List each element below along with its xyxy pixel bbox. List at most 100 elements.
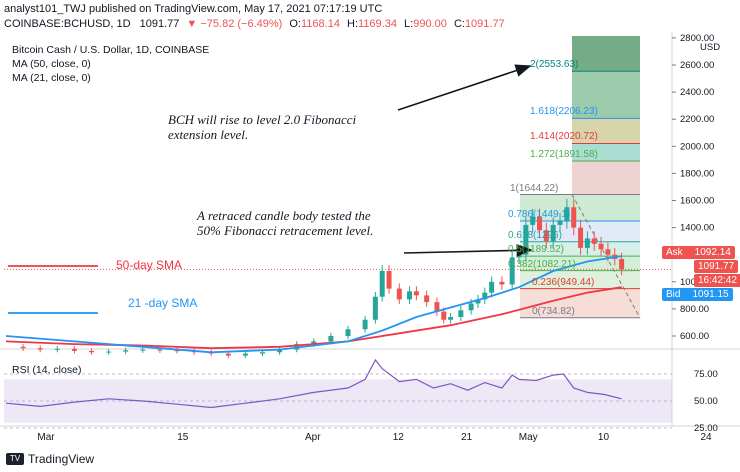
time-tick-label: 15 bbox=[177, 432, 189, 443]
candle-body bbox=[174, 350, 180, 352]
last-price: 1091.77 bbox=[139, 18, 180, 30]
price-tick-label: 2000.00 bbox=[680, 141, 714, 152]
candle-body bbox=[543, 230, 549, 242]
close-label: C: bbox=[453, 18, 465, 30]
candle-body bbox=[441, 311, 447, 320]
fib-level-label: 1.272(1891.58) bbox=[530, 148, 598, 160]
candle-body bbox=[396, 288, 402, 300]
ask-value: 1092.14 bbox=[694, 247, 731, 258]
price-tick-label: 1400.00 bbox=[680, 223, 714, 234]
candle-body bbox=[468, 303, 474, 311]
candle-body bbox=[386, 270, 392, 289]
retrace-line2: 50% Fibonacci retracement level. bbox=[197, 223, 374, 238]
high-label: H: bbox=[347, 18, 359, 30]
footer: TV TradingView bbox=[0, 448, 740, 472]
fib-extension-line1: BCH will rise to level 2.0 Fibonacci bbox=[168, 112, 357, 127]
fib-level-label: 0.5(1189.52) bbox=[508, 244, 564, 256]
countdown-tag: 16:42:42 bbox=[694, 274, 740, 287]
candle-body bbox=[345, 329, 351, 336]
open-value: 1168.14 bbox=[301, 18, 340, 30]
candle-body bbox=[499, 281, 505, 285]
bid-tag: Bid 1091.15 bbox=[662, 288, 733, 301]
fib-level-label: 0(734.82) bbox=[532, 305, 575, 317]
candle-body bbox=[530, 216, 536, 225]
ohlc-line: COINBASE:BCHUSD, 1D 1091.77 ▼ −75.82 (−6… bbox=[4, 18, 505, 30]
candle-body bbox=[362, 319, 368, 330]
candle-body bbox=[598, 243, 604, 250]
candle-body bbox=[379, 270, 385, 297]
candle-body bbox=[475, 299, 481, 304]
candle-body bbox=[557, 220, 563, 225]
fib-level-label: 1.414(2020.72) bbox=[530, 131, 598, 143]
close-value: 1091.77 bbox=[464, 18, 505, 30]
candle-body bbox=[550, 224, 556, 242]
fib-level-label: 0.786(1449.1) bbox=[508, 208, 571, 220]
price-tick-label: 600.00 bbox=[680, 331, 709, 342]
price-tick-label: 1600.00 bbox=[680, 196, 714, 207]
low-label: L: bbox=[404, 18, 414, 30]
bid-label: Bid bbox=[666, 289, 681, 300]
symbol-label: COINBASE:BCHUSD, 1D bbox=[4, 18, 131, 30]
candle-body bbox=[458, 310, 464, 318]
rsi-tick-label: 50.00 bbox=[694, 396, 718, 407]
fib-zone bbox=[520, 270, 640, 289]
fib-level-label: 2(2553.63) bbox=[530, 59, 579, 71]
fib-extension-annotation: BCH will rise to level 2.0 Fibonacci ext… bbox=[168, 112, 356, 142]
candle-body bbox=[448, 317, 454, 320]
candle-body bbox=[413, 291, 419, 296]
sma21-label: 21 -day SMA bbox=[128, 296, 198, 310]
candle-body bbox=[407, 291, 413, 300]
candle-body bbox=[123, 350, 129, 352]
fib-zone bbox=[572, 143, 640, 161]
candle-body bbox=[489, 281, 495, 293]
sma50-label: 50-day SMA bbox=[116, 258, 183, 272]
open-label: O: bbox=[289, 18, 301, 30]
retrace-arrow bbox=[403, 243, 533, 257]
candle-body bbox=[311, 341, 317, 345]
price-chart[interactable]: 2800.00 2600.00 2400.00 2200.00 2000.00 1800.… bbox=[0, 32, 740, 448]
candle-body bbox=[225, 353, 231, 356]
time-tick-label: 12 bbox=[393, 432, 405, 443]
time-tick-label: Apr bbox=[305, 432, 321, 443]
fib-trend-line bbox=[571, 194, 641, 318]
candle-body bbox=[20, 346, 26, 349]
fib-zone bbox=[572, 118, 640, 144]
fib-level-label: 0.382(1082.21) bbox=[508, 258, 576, 270]
ma50-legend: MA (50, close, 0) bbox=[12, 58, 91, 70]
ma21-legend: MA (21, close, 0) bbox=[12, 72, 91, 84]
candle-body bbox=[424, 295, 430, 303]
ask-label: Ask bbox=[666, 247, 683, 258]
ma21-line bbox=[5, 255, 622, 354]
candle-body bbox=[54, 348, 60, 350]
candle-body bbox=[242, 353, 248, 356]
candle-body bbox=[37, 348, 43, 350]
candle-body bbox=[106, 351, 112, 353]
candle-body bbox=[591, 238, 597, 244]
tradingview-icon: TV bbox=[6, 453, 24, 465]
rsi-band bbox=[4, 379, 672, 423]
price-tick-label: 2400.00 bbox=[680, 87, 714, 98]
high-value: 1169.34 bbox=[358, 18, 397, 30]
retrace-annotation: A retraced candle body tested the 50% Fi… bbox=[197, 208, 373, 238]
brand-name: TradingView bbox=[28, 452, 95, 466]
candle-body bbox=[564, 207, 570, 221]
fib-zone-top bbox=[572, 36, 640, 72]
price-tick-label: 800.00 bbox=[680, 304, 709, 315]
tradingview-logo[interactable]: TV TradingView bbox=[6, 452, 94, 466]
candle-body bbox=[523, 224, 529, 255]
candle-body bbox=[537, 216, 543, 231]
time-tick-label: Mar bbox=[37, 432, 55, 443]
low-value: 990.00 bbox=[413, 18, 447, 30]
candle-body bbox=[605, 249, 611, 255]
fib-level-label: 1.618(2206.23) bbox=[530, 106, 598, 118]
rsi-legend: RSI (14, close) bbox=[12, 364, 82, 376]
rsi-line bbox=[5, 358, 622, 409]
time-tick-label: 24 bbox=[700, 432, 712, 443]
candle-body bbox=[482, 292, 488, 300]
candle-body bbox=[260, 352, 265, 354]
candle-body bbox=[328, 336, 334, 342]
price-tick-label: 1800.00 bbox=[680, 168, 714, 179]
price-change: ▼ −75.82 (−6.49%) bbox=[186, 18, 283, 30]
candle-body bbox=[157, 349, 163, 351]
time-tick-label: May bbox=[519, 432, 538, 443]
